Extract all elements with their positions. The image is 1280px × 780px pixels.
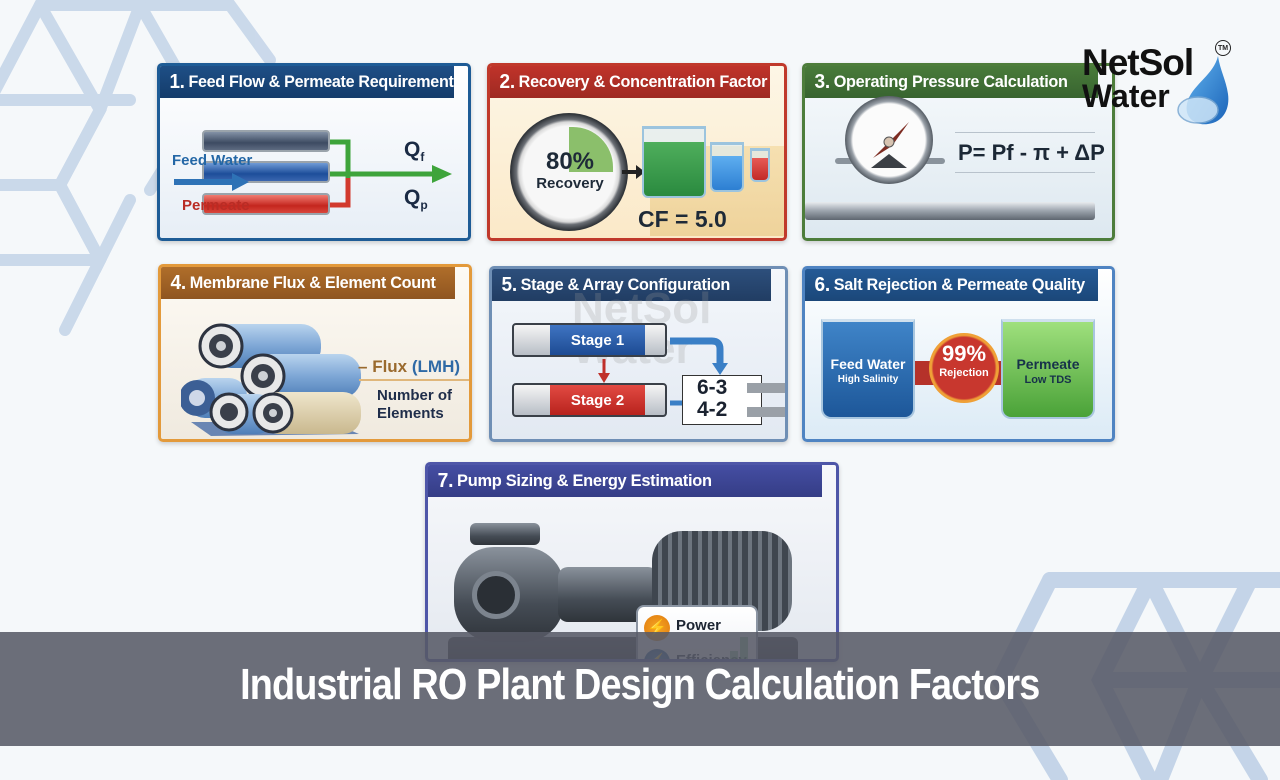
membrane-elements-icon (181, 323, 361, 436)
feed-water-label: Feed Water (830, 356, 906, 372)
card-number: 1. (169, 70, 185, 93)
card-number: 5. (501, 273, 518, 296)
pressure-formula: P= Pf - π + ΔP (958, 140, 1105, 165)
card-title: Recovery & Concentration Factor (518, 72, 768, 91)
elements-label: Number of Elements (377, 387, 452, 422)
formula-rule-top (955, 132, 1095, 133)
water-drop-icon (1177, 56, 1229, 125)
qp-label: Qp (404, 186, 428, 213)
flux-label: – Flux (LMH) (358, 357, 461, 376)
divider (359, 379, 469, 381)
gauge-needle (871, 122, 909, 168)
outlet-pipe-2 (747, 407, 785, 417)
card-number: 4. (170, 271, 187, 294)
pipe (805, 202, 1095, 220)
beaker-medium (710, 142, 744, 192)
netsol-water-logo: NetSol Water TM (1082, 40, 1242, 132)
card-membrane-flux: 4. Membrane Flux & Element Count (158, 264, 472, 442)
flow-arrows-icon (598, 337, 728, 406)
flow-arrows-icon (330, 139, 452, 208)
card-number: 7. (437, 469, 454, 492)
logo-text-netsol: NetSol (1082, 42, 1194, 83)
permeate-label: Permeate (1016, 356, 1080, 372)
concentration-factor: CF = 5.0 (638, 206, 727, 232)
card-header: 3. Operating Pressure Calculation (805, 66, 1098, 98)
card-title: Feed Flow & Permeate Requirement (188, 72, 454, 91)
card-title: Stage & Array Configuration (520, 275, 731, 294)
outlet-pipe-1 (747, 383, 785, 393)
card-feed-flow: 1. Feed Flow & Permeate Requirement Qf Q… (157, 63, 471, 241)
card-illustration: Feed Water High Salinity 99% Rejection P… (805, 301, 1112, 439)
card-header: 6. Salt Rejection & Permeate Quality (805, 269, 1098, 301)
beaker-small (750, 148, 770, 182)
recovery-label: Recovery (536, 175, 604, 192)
card-illustration: Qf Qp Feed Water Permeate (160, 98, 468, 238)
liquid-blue (712, 156, 742, 190)
pump-inlet-flange (470, 523, 540, 545)
logo-text-water: Water (1082, 78, 1170, 114)
recovery-value: 80% (545, 148, 595, 175)
trademark-badge: TM (1215, 40, 1231, 56)
card-header: 5. Stage & Array Configuration (492, 269, 771, 301)
rejection-badge: 99% Rejection (929, 333, 999, 403)
arrow-right-icon (622, 165, 645, 179)
card-stage-array: 5. Stage & Array Configuration NetSolWat… (489, 266, 788, 442)
liquid-green (644, 142, 704, 196)
high-salinity-label: High Salinity (837, 374, 899, 385)
stage-2-label: Stage 2 (550, 385, 645, 415)
page-title: Industrial RO Plant Design Calculation F… (240, 660, 1040, 709)
pump-outlet (472, 571, 520, 619)
rejection-value: 99% (941, 341, 987, 366)
formula-rule-bottom (955, 172, 1095, 173)
membrane-tube-gray (202, 130, 330, 152)
card-illustration: – Flux (LMH) Number of Elements (161, 299, 469, 439)
card-title: Salt Rejection & Permeate Quality (833, 275, 1085, 294)
pressure-gauge-icon (845, 96, 933, 184)
recovery-gauge-icon (510, 113, 628, 231)
card-number: 2. (499, 70, 516, 93)
feed-water-label: Feed Water (172, 152, 253, 169)
card-recovery: 2. Recovery & Concentration Factor 80% R… (487, 63, 787, 241)
card-title: Membrane Flux & Element Count (189, 273, 436, 292)
card-number: 6. (814, 273, 831, 296)
card-title: Pump Sizing & Energy Estimation (457, 471, 712, 490)
card-header: 7. Pump Sizing & Energy Estimation (428, 465, 822, 497)
card-header: 1. Feed Flow & Permeate Requirement (160, 66, 454, 98)
feed-arrow-icon (174, 173, 249, 191)
card-illustration: P= Pf - π + ΔP (805, 96, 1112, 238)
stage-1-label: Stage 1 (550, 325, 645, 355)
card-operating-pressure: 3. Operating Pressure Calculation P= Pf … (802, 63, 1115, 241)
qf-label: Qf (404, 138, 425, 165)
array-config: 6-3 4-2 (697, 376, 728, 421)
feed-water-beaker: Feed Water High Salinity (821, 319, 915, 419)
low-tds-label: Low TDS (1024, 374, 1072, 386)
card-salt-rejection: 6. Salt Rejection & Permeate Quality Fee… (802, 266, 1115, 442)
permeate-label: Permeate (182, 197, 250, 214)
beaker-large (642, 126, 706, 198)
membrane-tube-red (202, 193, 330, 215)
liquid-red (752, 158, 768, 180)
title-banner: Industrial RO Plant Design Calculation F… (0, 632, 1280, 746)
permeate-beaker: Permeate Low TDS (1001, 319, 1095, 419)
card-header: 2. Recovery & Concentration Factor (490, 66, 770, 98)
card-number: 3. (814, 70, 831, 93)
power-label: Power (676, 617, 722, 634)
card-title: Operating Pressure Calculation (833, 72, 1068, 91)
rejection-label: Rejection (939, 367, 989, 379)
card-header: 4. Membrane Flux & Element Count (161, 267, 455, 299)
card-illustration: 80% Recovery CF = 5.0 (490, 98, 784, 238)
